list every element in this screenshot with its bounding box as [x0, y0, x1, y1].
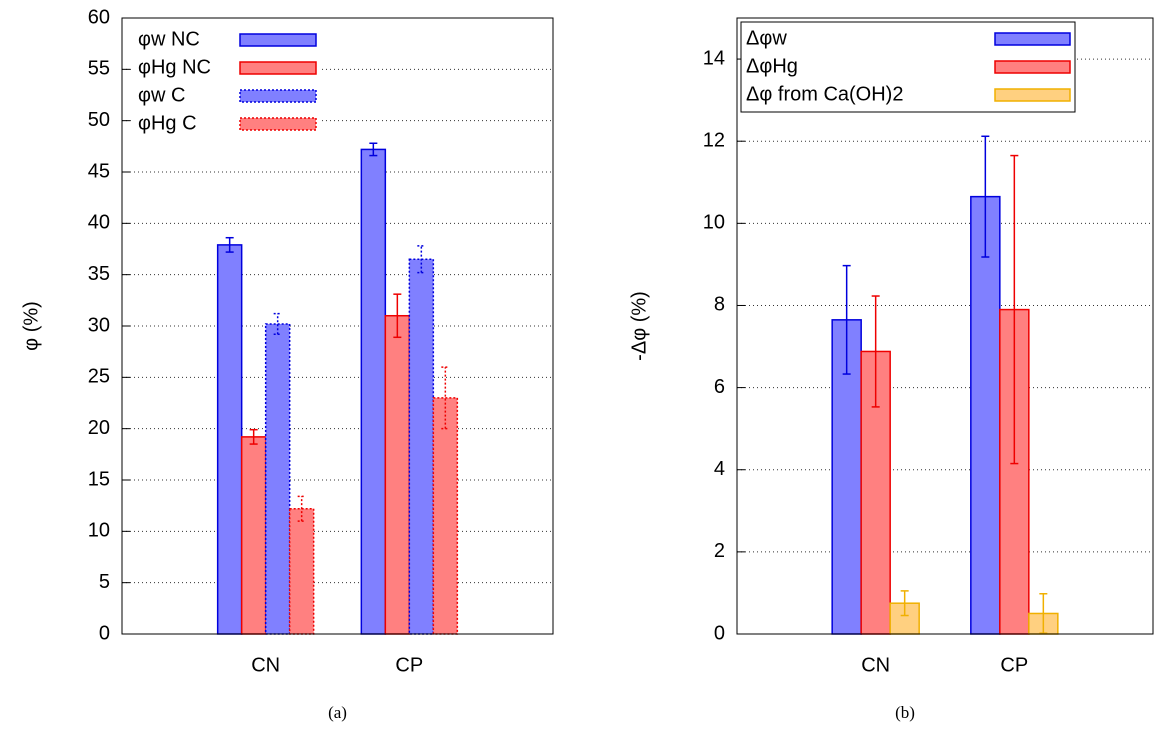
- plot-frame: [736, 17, 1154, 635]
- x-tick-label: CN: [861, 654, 890, 676]
- bar: [240, 436, 267, 635]
- legend-swatch: [239, 89, 317, 103]
- legend-label: Δφw: [746, 27, 787, 49]
- y-tick-label: 45: [88, 160, 110, 182]
- legend-label: φHg NC: [138, 56, 211, 78]
- x-tick-label: CP: [395, 654, 423, 676]
- legend-swatch: [239, 61, 317, 75]
- y-tick-label: 35: [88, 263, 110, 285]
- y-tick-label: 6: [714, 376, 725, 398]
- legend-swatch: [239, 33, 317, 47]
- x-tick-label: CP: [1000, 654, 1028, 676]
- y-tick-label: 30: [88, 314, 110, 336]
- y-axis-label: -Δφ (%): [628, 291, 650, 361]
- y-tick-label: 20: [88, 417, 110, 439]
- y-tick-label: 50: [88, 109, 110, 131]
- x-tick-label: CN: [251, 654, 280, 676]
- y-tick-label: 10: [88, 520, 110, 542]
- legend-label: Δφ from Ca(OH)2: [746, 83, 903, 105]
- bar: [408, 258, 435, 635]
- y-tick-label: 5: [99, 571, 110, 593]
- y-axis-label: φ (%): [20, 301, 42, 351]
- caption: (a): [328, 703, 347, 722]
- legend-label: ΔφHg: [746, 55, 798, 77]
- legend-label: φw C: [138, 84, 185, 106]
- bar: [970, 195, 1001, 635]
- y-tick-label: 4: [714, 458, 725, 480]
- caption: (b): [895, 703, 915, 722]
- bar: [216, 244, 243, 635]
- y-tick-label: 55: [88, 58, 110, 80]
- legend-label: φw NC: [138, 28, 200, 50]
- legend-swatch: [994, 32, 1071, 46]
- y-tick-label: 12: [703, 129, 725, 151]
- y-tick-label: 0: [99, 622, 110, 644]
- bar: [288, 507, 315, 635]
- y-tick-label: 10: [703, 212, 725, 234]
- bar: [264, 323, 291, 635]
- bar: [384, 314, 411, 635]
- y-tick-label: 25: [88, 366, 110, 388]
- y-tick-label: 8: [714, 294, 725, 316]
- y-tick-label: 0: [714, 622, 725, 644]
- legend-label: φHg C: [138, 112, 197, 134]
- legend-swatch: [994, 60, 1071, 74]
- plot-frame: [121, 17, 554, 635]
- y-tick-label: 40: [88, 212, 110, 234]
- bar: [432, 397, 459, 635]
- y-tick-label: 15: [88, 468, 110, 490]
- legend-swatch: [994, 88, 1071, 102]
- bar: [360, 148, 387, 635]
- y-tick-label: 14: [703, 47, 725, 69]
- y-tick-label: 60: [88, 6, 110, 28]
- y-tick-label: 2: [714, 540, 725, 562]
- legend-swatch: [239, 117, 317, 131]
